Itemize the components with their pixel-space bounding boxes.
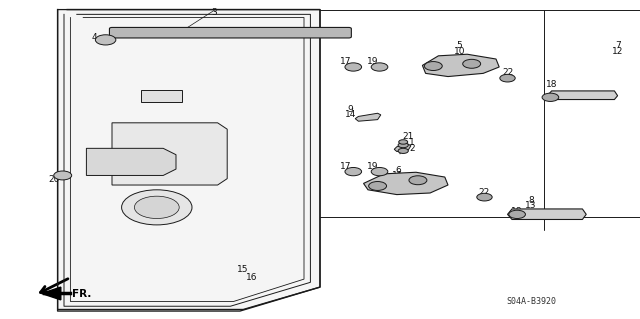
Text: 1: 1 — [410, 138, 415, 147]
Circle shape — [398, 143, 408, 148]
Circle shape — [369, 182, 387, 190]
Circle shape — [95, 35, 116, 45]
Circle shape — [542, 93, 559, 101]
Circle shape — [54, 171, 72, 180]
Text: 17: 17 — [340, 57, 351, 66]
Polygon shape — [86, 148, 176, 175]
Text: 18: 18 — [511, 207, 523, 216]
Text: 15: 15 — [237, 265, 249, 274]
Text: 18: 18 — [546, 80, 557, 89]
Text: 20: 20 — [49, 175, 60, 184]
Circle shape — [500, 74, 515, 82]
Polygon shape — [364, 172, 448, 195]
Circle shape — [398, 148, 408, 153]
FancyBboxPatch shape — [109, 27, 351, 38]
Text: 21: 21 — [403, 132, 414, 141]
Polygon shape — [58, 10, 320, 309]
Polygon shape — [42, 287, 61, 300]
Circle shape — [371, 167, 388, 176]
Circle shape — [477, 193, 492, 201]
Polygon shape — [112, 123, 227, 185]
Circle shape — [345, 167, 362, 176]
Text: 16: 16 — [246, 273, 257, 282]
Text: 13: 13 — [525, 201, 537, 210]
Text: 7: 7 — [615, 41, 620, 50]
Text: FR.: FR. — [72, 289, 91, 299]
Circle shape — [371, 63, 388, 71]
Circle shape — [424, 62, 442, 70]
Text: 19: 19 — [367, 57, 379, 66]
Text: 9: 9 — [348, 105, 353, 114]
Bar — [141, 90, 182, 102]
Text: 4: 4 — [92, 33, 97, 42]
Text: 22: 22 — [502, 68, 513, 77]
Text: S04A-B3920: S04A-B3920 — [506, 297, 556, 306]
Text: 17: 17 — [340, 162, 351, 171]
Circle shape — [509, 210, 525, 219]
Polygon shape — [547, 91, 618, 100]
Text: 8: 8 — [529, 196, 534, 205]
Text: 2: 2 — [410, 144, 415, 153]
Text: 14: 14 — [345, 110, 356, 119]
Polygon shape — [355, 113, 381, 121]
Polygon shape — [422, 54, 499, 77]
Circle shape — [134, 196, 179, 219]
Polygon shape — [508, 209, 586, 219]
Circle shape — [409, 176, 427, 185]
Text: 5: 5 — [457, 41, 462, 50]
Circle shape — [399, 140, 408, 144]
Text: 10: 10 — [454, 47, 465, 56]
Circle shape — [463, 59, 481, 68]
Text: 22: 22 — [479, 188, 490, 197]
Polygon shape — [394, 144, 411, 152]
Text: 12: 12 — [612, 47, 623, 56]
Text: 6: 6 — [396, 166, 401, 175]
Circle shape — [345, 63, 362, 71]
Text: 11: 11 — [392, 171, 404, 180]
Text: 3: 3 — [212, 8, 217, 17]
Circle shape — [122, 190, 192, 225]
Text: 19: 19 — [367, 162, 379, 171]
